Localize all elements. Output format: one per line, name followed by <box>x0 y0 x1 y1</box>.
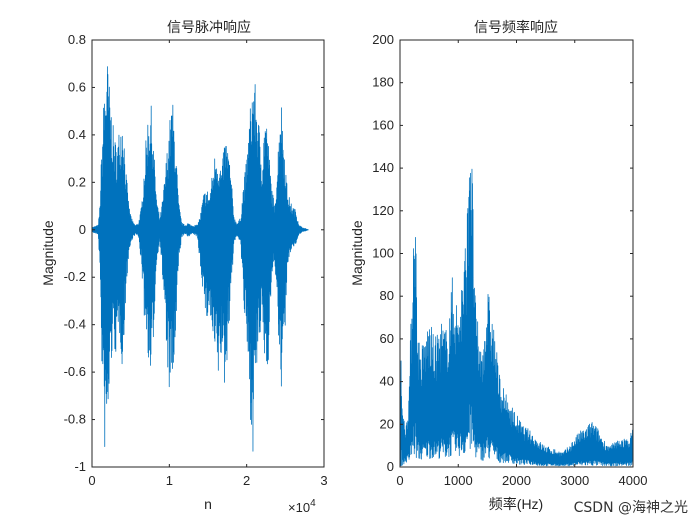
x-tick-label: 0 <box>88 473 95 488</box>
y-tick-label: 140 <box>372 160 394 175</box>
y-tick-label: 0 <box>79 222 86 237</box>
y-axis-label: Magnitude <box>40 220 56 286</box>
axes-box <box>91 39 325 468</box>
y-tick-label: -0.4 <box>64 317 86 332</box>
y-tick-label: 20 <box>380 416 394 431</box>
x-exponent-power: 4 <box>310 498 316 509</box>
y-tick-label: 0.8 <box>68 32 86 47</box>
y-ticks: -1 -0.8 -0.6 -0.4 -0.2 0 0.2 0.4 0.6 0.8 <box>64 32 324 474</box>
y-tick-label: 0.4 <box>68 127 86 142</box>
x-axis-label: n <box>204 496 212 512</box>
chart-title: 信号频率响应 <box>474 19 558 36</box>
y-tick-label: -1 <box>74 459 86 474</box>
frequency-response-chart: 信号频率响应 0 1000 2000 3000 4000 0 20 40 60 80 100 120… <box>349 19 647 512</box>
x-ticks: 0 1000 2000 3000 4000 <box>396 40 647 488</box>
y-tick-label: 120 <box>372 203 394 218</box>
x-tick-label: 1000 <box>444 473 473 488</box>
y-tick-label: -0.6 <box>64 364 86 379</box>
y-tick-label: 180 <box>372 75 394 90</box>
y-tick-label: 0 <box>387 459 394 474</box>
y-tick-label: -0.8 <box>64 412 86 427</box>
x-tick-label: 2000 <box>502 473 531 488</box>
y-tick-label: -0.2 <box>64 269 86 284</box>
y-tick-label: 40 <box>380 374 394 389</box>
x-tick-label: 1 <box>166 473 173 488</box>
plot-series-group <box>399 168 634 467</box>
series-line <box>91 66 309 452</box>
x-tick-label: 2 <box>243 473 250 488</box>
x-tick-label: 0 <box>396 473 403 488</box>
y-ticks: 0 20 40 60 80 100 120 140 160 180 200 <box>372 32 633 474</box>
y-tick-label: 0.2 <box>68 174 86 189</box>
x-tick-label: 3 <box>320 473 327 488</box>
impulse-response-chart: 信号脉冲响应 0 1 2 3 -1 -0.8 -0.6 -0.4 -0.2 0 0.2 0.4 0.6… <box>40 19 328 515</box>
y-tick-label: 60 <box>380 331 394 346</box>
y-tick-label: 80 <box>380 288 394 303</box>
y-tick-label: 160 <box>372 117 394 132</box>
watermark: CSDN @海神之光 <box>574 500 688 516</box>
x-exponent-base: ×10 <box>288 500 310 515</box>
y-axis-label: Magnitude <box>349 220 365 286</box>
y-tick-label: 0.6 <box>68 79 86 94</box>
y-tick-label: 100 <box>372 246 394 261</box>
x-tick-label: 4000 <box>619 473 648 488</box>
series-line <box>399 168 634 467</box>
plot-series-group <box>91 66 309 452</box>
x-tick-label: 3000 <box>560 473 589 488</box>
x-exponent-label: ×104 <box>288 498 316 515</box>
x-axis-label: 频率(Hz) <box>489 496 543 512</box>
chart-title: 信号脉冲响应 <box>167 19 251 36</box>
y-tick-label: 200 <box>372 32 394 47</box>
